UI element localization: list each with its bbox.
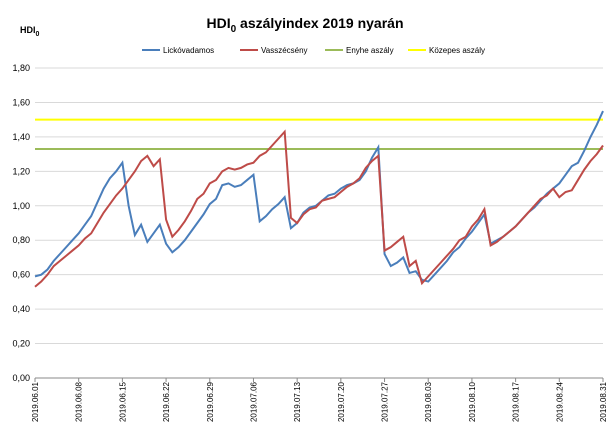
x-tick-label: 2019.08.17 bbox=[512, 381, 521, 422]
y-tick-label: 1,20 bbox=[12, 166, 30, 176]
y-tick-label: 0,40 bbox=[12, 304, 30, 314]
x-tick-label: 2019.07.13 bbox=[293, 381, 302, 422]
x-tick-label: 2019.06.08 bbox=[75, 381, 84, 422]
x-tick-label: 2019.08.24 bbox=[555, 381, 564, 422]
y-axis-label: HDI0 bbox=[20, 25, 40, 38]
ylabel-part: HDI bbox=[20, 25, 36, 35]
legend-label: Enyhe aszály bbox=[346, 46, 394, 55]
series-line bbox=[34, 129, 604, 288]
y-tick-label: 0,20 bbox=[12, 339, 30, 349]
legend-label: Lickóvadamos bbox=[163, 46, 214, 55]
y-tick-label: 1,00 bbox=[12, 201, 30, 211]
y-tick-label: 0,60 bbox=[12, 270, 30, 280]
x-tick-label: 2019.06.22 bbox=[162, 381, 171, 422]
ylabel-sub: 0 bbox=[36, 31, 40, 38]
legend-label: Közepes aszály bbox=[429, 46, 485, 55]
y-tick-label: 1,40 bbox=[12, 132, 30, 142]
x-tick-label: 2019.07.27 bbox=[381, 381, 390, 422]
y-tick-label: 0,80 bbox=[12, 235, 30, 245]
title-part: aszályindex 2019 nyarán bbox=[236, 15, 403, 31]
x-tick-label: 2019.07.06 bbox=[249, 381, 258, 422]
title-part: HDI bbox=[206, 15, 230, 31]
chart-title: HDI0 aszályindex 2019 nyarán bbox=[206, 15, 403, 35]
x-tick-label: 2019.08.10 bbox=[468, 381, 477, 422]
x-tick-label: 2019.06.15 bbox=[118, 381, 127, 422]
y-tick-label: 1,60 bbox=[12, 97, 30, 107]
y-tick-label: 0,00 bbox=[12, 373, 30, 383]
x-tick-label: 2019.07.20 bbox=[337, 381, 346, 422]
title-sub: 0 bbox=[231, 24, 237, 35]
x-tick-label: 2019.06.29 bbox=[206, 381, 215, 422]
x-tick-label: 2019.08.03 bbox=[424, 381, 433, 422]
x-tick-label: 2019.06.01 bbox=[31, 381, 40, 422]
legend-label: Vasszécsény bbox=[261, 46, 308, 55]
y-tick-label: 1,80 bbox=[12, 63, 30, 73]
x-tick-label: 2019.08.31 bbox=[599, 381, 608, 422]
